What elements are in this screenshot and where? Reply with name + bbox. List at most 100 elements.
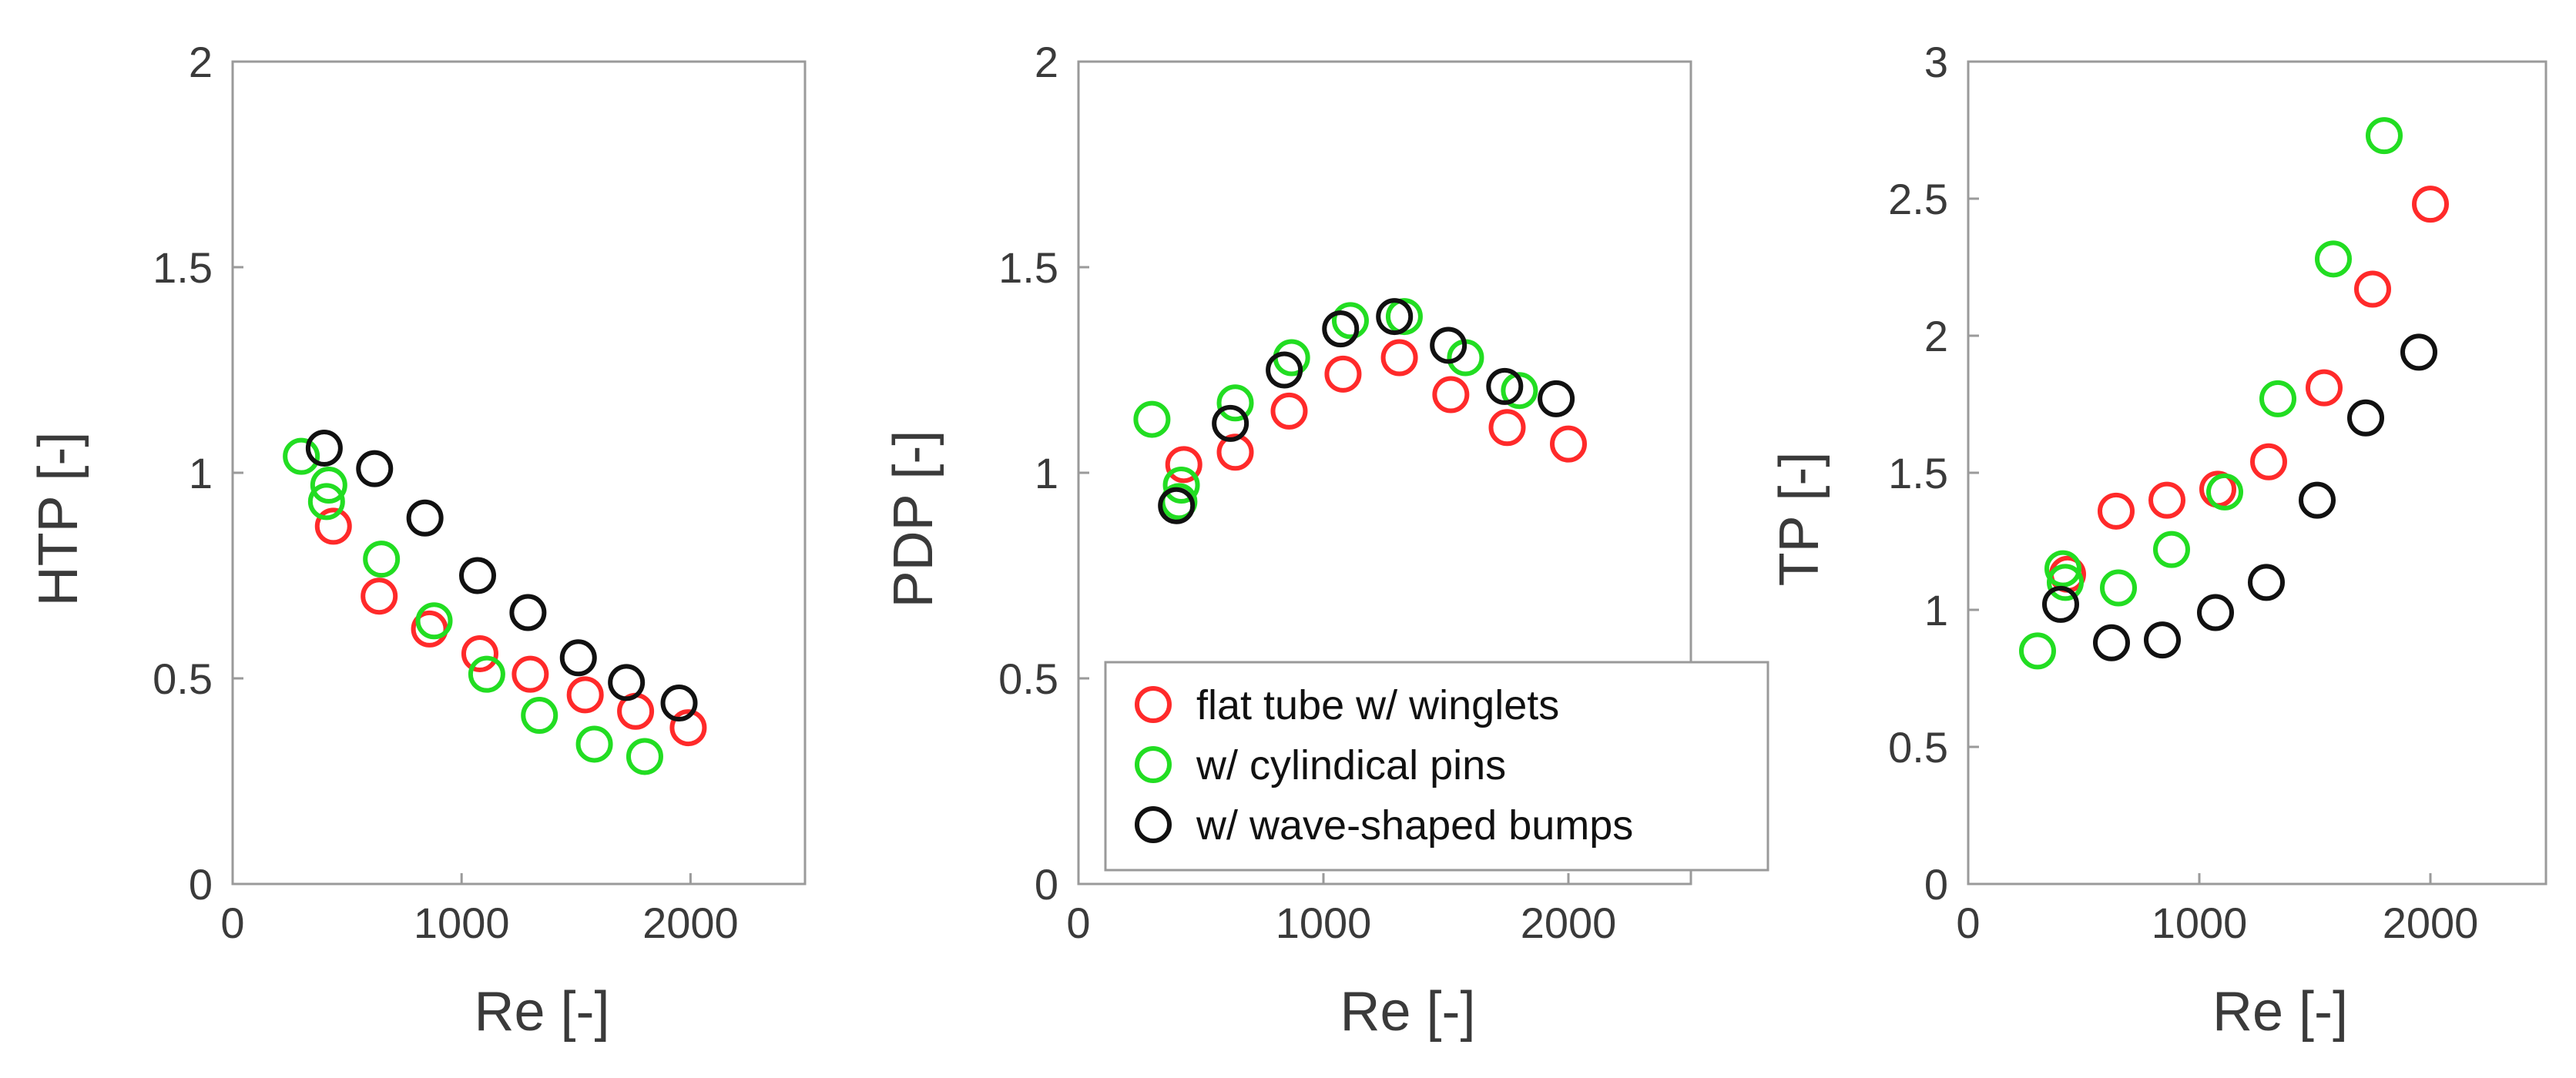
htp-series-0-point	[512, 655, 549, 693]
htp-series-2-point	[305, 429, 343, 467]
tp-series-2-point	[2248, 564, 2285, 601]
legend-marker	[1135, 686, 1172, 723]
tp-series-1-point	[2019, 632, 2056, 670]
htp-x-tick-label: 2000	[642, 899, 739, 947]
htp-series-0-point	[361, 578, 398, 615]
pdp-series-2-point	[1266, 351, 1303, 389]
pdp-series-0-point	[1380, 339, 1418, 377]
pdp-x-axis-title: Re [-]	[1340, 981, 1475, 1043]
htp-series-0-point	[461, 634, 498, 672]
htp-series-1-point	[310, 467, 347, 504]
pdp-x-tick-label: 2000	[1521, 899, 1617, 947]
htp-series-0-point	[669, 709, 707, 747]
pdp-series-1-point	[1385, 298, 1423, 336]
htp-series-2-point	[608, 664, 646, 701]
tp-series-0-point	[2306, 369, 2343, 407]
htp-series-1-point	[307, 483, 345, 521]
htp-series-2-point	[660, 685, 698, 722]
pdp-series-2-point	[1322, 310, 1360, 348]
tp-series-1-point	[2259, 380, 2296, 417]
tp-y-tick-label: 1	[1924, 586, 1948, 634]
tp-series-1-point	[2153, 531, 2190, 568]
legend-marker	[1135, 806, 1172, 843]
htp-y-tick-label: 1	[189, 449, 213, 497]
htp-x-tick-label: 1000	[414, 899, 510, 947]
tp-series-1-point	[2100, 569, 2137, 607]
htp-plot-frame	[231, 60, 807, 886]
tp-series-0-point	[2412, 186, 2449, 223]
htp-series-1-point	[415, 602, 453, 640]
htp-y-tick-label: 2	[189, 38, 213, 86]
pdp-y-axis-title: PDP [-]	[883, 430, 944, 608]
pdp-series-1-point	[1133, 400, 1171, 438]
htp-y-tick-label: 0	[189, 860, 213, 909]
tp-y-tick-label: 2	[1924, 312, 1948, 360]
legend-label: w/ cylindical pins	[1196, 742, 1506, 788]
htp-series-0-point	[566, 676, 604, 714]
htp-series-2-point	[356, 450, 394, 487]
pdp-y-tick-label: 2	[1035, 38, 1058, 86]
legend-box	[1104, 661, 1769, 872]
tp-y-tick-label: 3	[1924, 38, 1948, 86]
htp-y-axis-title: HTP [-]	[28, 432, 89, 607]
tp-series-2-point	[2299, 481, 2336, 519]
tp-y-tick-label: 1.5	[1888, 449, 1948, 497]
htp-series-1-point	[283, 437, 320, 475]
htp-series-2-point	[406, 499, 444, 537]
tp-y-tick-label: 0.5	[1888, 723, 1948, 772]
pdp-y-tick-label: 1.5	[998, 243, 1058, 292]
pdp-y-tick-label: 0.5	[998, 654, 1058, 703]
legend-marker	[1135, 746, 1172, 783]
tp-series-1-point	[2047, 564, 2084, 601]
htp-x-tick-label: 0	[220, 899, 244, 947]
pdp-series-0-point	[1165, 446, 1202, 484]
pdp-series-2-point	[1376, 298, 1414, 336]
tp-series-2-point	[2197, 594, 2234, 631]
tp-series-0-point	[2148, 481, 2185, 519]
legend-label: flat tube w/ winglets	[1196, 682, 1559, 728]
tp-series-1-point	[2044, 550, 2081, 588]
htp-series-1-point	[575, 725, 613, 763]
tp-y-tick-label: 0	[1924, 860, 1948, 909]
pdp-series-2-point	[1158, 487, 1196, 524]
pdp-series-1-point	[1331, 302, 1369, 340]
htp-series-2-point	[559, 639, 597, 677]
htp-y-tick-label: 1.5	[153, 243, 213, 292]
pdp-series-2-point	[1486, 367, 1524, 405]
pdp-series-0-point	[1270, 392, 1308, 430]
pdp-series-0-point	[1324, 355, 1362, 393]
tp-series-1-point	[2206, 473, 2243, 511]
pdp-series-0-point	[1216, 434, 1254, 471]
tp-series-2-point	[2400, 333, 2437, 371]
htp-y-tick-label: 0.5	[153, 654, 213, 703]
legend-label: w/ wave-shaped bumps	[1196, 802, 1633, 849]
pdp-series-2-point	[1430, 326, 1467, 364]
htp-series-2-point	[459, 557, 497, 594]
pdp-series-1-point	[1501, 372, 1538, 410]
tp-x-tick-label: 2000	[2383, 899, 2479, 947]
tp-x-tick-label: 1000	[2152, 899, 2248, 947]
tp-series-1-point	[2315, 240, 2352, 278]
tp-x-tick-label: 0	[1956, 899, 1980, 947]
tp-series-2-point	[2144, 621, 2181, 659]
pdp-y-tick-label: 1	[1035, 449, 1058, 497]
tp-series-1-point	[2366, 117, 2403, 155]
htp-series-1-point	[521, 697, 558, 735]
tp-series-0-point	[2354, 270, 2391, 308]
pdp-series-2-point	[1538, 380, 1575, 417]
tp-series-2-point	[2093, 624, 2130, 661]
tp-y-tick-label: 2.5	[1888, 175, 1948, 223]
tp-series-2-point	[2042, 585, 2079, 623]
tp-series-0-point	[2250, 443, 2287, 480]
htp-series-1-point	[468, 655, 505, 693]
htp-series-1-point	[626, 738, 663, 775]
htp-series-2-point	[509, 594, 547, 631]
htp-x-axis-title: Re [-]	[474, 981, 609, 1043]
tp-x-axis-title: Re [-]	[2212, 981, 2348, 1043]
tp-series-0-point	[2098, 492, 2135, 530]
tp-series-2-point	[2347, 399, 2384, 437]
pdp-series-1-point	[1162, 467, 1200, 504]
